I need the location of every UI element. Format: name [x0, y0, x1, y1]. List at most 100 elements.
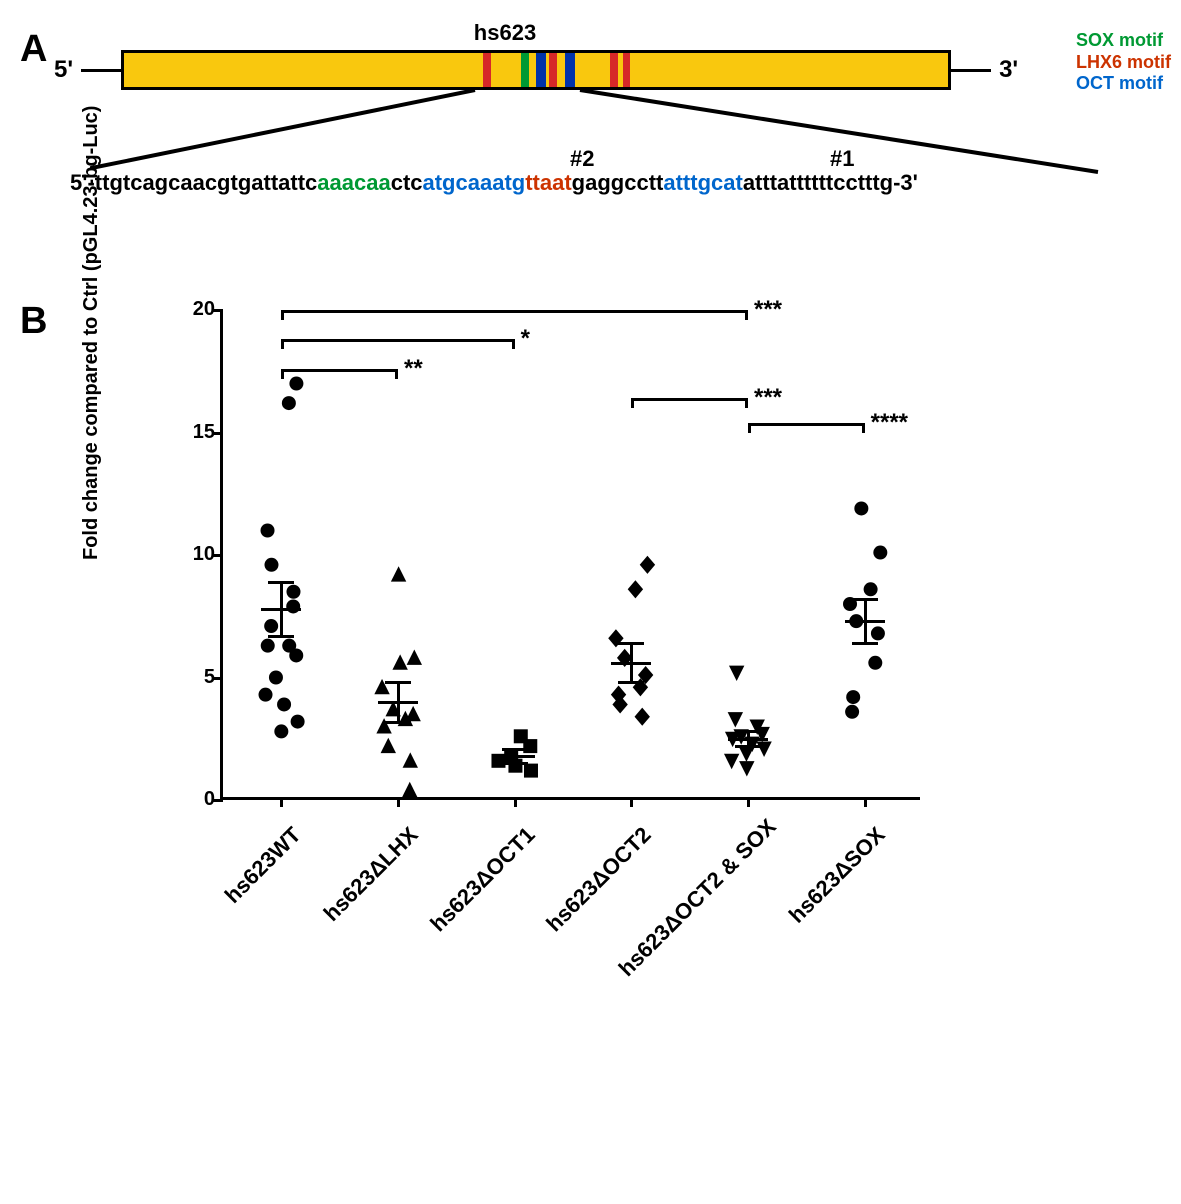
figure: A hs623 SOX motif LHX6 motif OCT motif 5… [20, 20, 1161, 840]
data-point [282, 639, 296, 653]
significance-stars: ** [404, 355, 423, 383]
site-label-1: #1 [830, 146, 854, 172]
data-point [259, 688, 273, 702]
data-point [524, 764, 538, 778]
error-cap [735, 745, 761, 748]
significance-bar [281, 369, 398, 372]
error-bar [864, 599, 867, 643]
data-point [729, 666, 744, 681]
y-tick-mark [213, 554, 223, 557]
y-tick-mark [213, 799, 223, 802]
five-prime-label: 5' [54, 56, 73, 84]
error-bar [747, 731, 750, 746]
data-points [223, 310, 923, 800]
data-point [381, 738, 396, 753]
motif-stripe [610, 53, 617, 87]
error-cap [735, 730, 761, 733]
data-point [277, 697, 291, 711]
significance-stars: *** [754, 296, 782, 324]
data-point [291, 715, 305, 729]
error-cap [268, 635, 294, 638]
error-cap [618, 681, 644, 684]
data-point [403, 752, 418, 767]
data-point [269, 671, 283, 685]
y-tick-mark [213, 677, 223, 680]
y-tick-mark [213, 309, 223, 312]
motif-stripe [549, 53, 557, 87]
data-point [728, 712, 743, 727]
error-cap [502, 762, 528, 765]
data-point [391, 566, 406, 581]
data-point [739, 761, 754, 776]
significance-bar [281, 310, 748, 313]
data-point [286, 599, 300, 613]
legend: SOX motif LHX6 motif OCT motif [1076, 30, 1171, 95]
error-bar [514, 749, 517, 764]
data-point [640, 556, 655, 574]
y-tick-label: 15 [175, 421, 215, 444]
error-cap [618, 642, 644, 645]
error-cap [268, 581, 294, 584]
x-tick-mark [514, 797, 517, 807]
three-prime-label: 3' [999, 56, 1018, 84]
y-tick-label: 0 [175, 788, 215, 811]
significance-stars: * [521, 325, 530, 353]
significance-stars: *** [754, 384, 782, 412]
panel-a: A hs623 SOX motif LHX6 motif OCT motif 5… [20, 20, 1161, 280]
site-label-2: #2 [570, 146, 594, 172]
data-point [873, 546, 887, 560]
x-tick-mark [864, 797, 867, 807]
enhancer-bar [121, 50, 951, 90]
motif-stripe [483, 53, 491, 87]
panel-b: B Fold change compared to Ctrl (pGL4.23-… [20, 300, 1161, 840]
data-point [261, 639, 275, 653]
data-point [846, 690, 860, 704]
data-point [282, 396, 296, 410]
significance-bar [748, 423, 865, 426]
motif-stripe [521, 53, 529, 87]
zoom-lines [90, 90, 1110, 170]
data-point [628, 580, 643, 598]
error-bar [630, 643, 633, 682]
motif-stripe [623, 53, 630, 87]
y-axis-label: Fold change compared to Ctrl (pGL4.23-bg… [80, 106, 103, 560]
data-point [261, 524, 275, 538]
error-cap [852, 642, 878, 645]
y-tick-mark [213, 432, 223, 435]
data-point [868, 656, 882, 670]
x-tick-mark [397, 797, 400, 807]
line-right [951, 69, 991, 72]
enhancer-diagram: 5' 3' [20, 50, 1161, 90]
data-point [392, 654, 407, 669]
x-tick-labels: hs623WThs623ΔLHXhs623ΔOCT1hs623ΔOCT2hs62… [220, 808, 920, 1058]
error-bar [280, 582, 283, 636]
data-point [854, 501, 868, 515]
significance-bar [631, 398, 748, 401]
data-point [514, 729, 528, 743]
significance-stars: **** [871, 409, 908, 437]
panel-a-title: hs623 [90, 20, 920, 46]
data-point [289, 377, 303, 391]
legend-lhx6: LHX6 motif [1076, 52, 1171, 74]
error-bar [397, 682, 400, 721]
data-point [871, 626, 885, 640]
x-tick-mark [747, 797, 750, 807]
data-point [264, 619, 278, 633]
line-left [81, 69, 121, 72]
plot-area: 05101520************* [220, 310, 920, 800]
error-cap [385, 681, 411, 684]
x-tick-mark [630, 797, 633, 807]
y-tick-label: 20 [175, 298, 215, 321]
data-point [264, 558, 278, 572]
data-point [724, 754, 739, 769]
panel-b-label: B [20, 300, 47, 343]
data-point [402, 782, 417, 797]
motif-stripe [565, 53, 575, 87]
data-point [635, 708, 650, 726]
error-cap [852, 598, 878, 601]
y-tick-label: 5 [175, 666, 215, 689]
panel-a-label: A [20, 28, 47, 71]
x-tick-mark [280, 797, 283, 807]
data-point [407, 650, 422, 665]
y-tick-label: 10 [175, 543, 215, 566]
